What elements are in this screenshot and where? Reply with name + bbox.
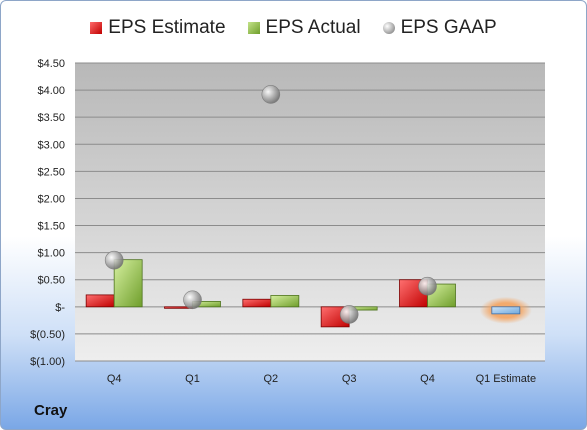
y-tick-label: $1.50 [37, 221, 65, 233]
gaap-point [339, 305, 359, 324]
gaap-point [183, 290, 202, 310]
y-tick-label: $2.00 [37, 193, 65, 205]
future-estimate-bar [491, 306, 521, 315]
plot-area [75, 63, 545, 361]
company-name: Cray [34, 402, 68, 419]
y-tick-label: $- [55, 302, 65, 314]
y-tick-label: $4.50 [37, 58, 65, 70]
actual-bar [113, 259, 143, 308]
x-tick-label: Q1 Estimate [476, 373, 537, 385]
y-tick-label: $4.00 [37, 85, 65, 97]
x-tick-label: Q1 [185, 373, 200, 385]
actual-swatch-icon [247, 22, 260, 34]
legend-label-estimate: EPS Estimate [108, 17, 226, 38]
y-tick-label: $1.00 [37, 248, 65, 260]
estimate-bar [85, 294, 115, 308]
legend: EPS Estimate EPS Actual EPS GAAP [1, 17, 586, 39]
y-tick-label: $3.50 [37, 112, 65, 124]
legend-label-gaap: EPS GAAP [400, 17, 497, 38]
estimate-bar [242, 298, 272, 308]
x-tick-label: Q4 [107, 373, 122, 385]
y-tick-label: $3.00 [37, 139, 65, 151]
y-tick-label: $(0.50) [30, 329, 65, 341]
gaap-swatch-icon [382, 22, 395, 34]
gaap-point [261, 85, 281, 104]
y-tick-label: $(1.00) [30, 356, 65, 368]
legend-item-gaap: EPS GAAP [382, 17, 497, 39]
x-tick-label: Q3 [342, 373, 357, 385]
x-tick-label: Q4 [420, 373, 435, 385]
legend-item-actual: EPS Actual [247, 17, 361, 39]
estimate-swatch-icon [90, 22, 103, 34]
gaap-point [418, 276, 437, 296]
y-tick-label: $2.50 [37, 166, 65, 178]
legend-label-actual: EPS Actual [265, 17, 361, 38]
gaap-point [104, 250, 124, 270]
x-tick-label: Q2 [263, 373, 278, 385]
y-tick-label: $0.50 [37, 275, 65, 287]
legend-item-estimate: EPS Estimate [90, 17, 226, 39]
actual-bar [270, 295, 300, 308]
